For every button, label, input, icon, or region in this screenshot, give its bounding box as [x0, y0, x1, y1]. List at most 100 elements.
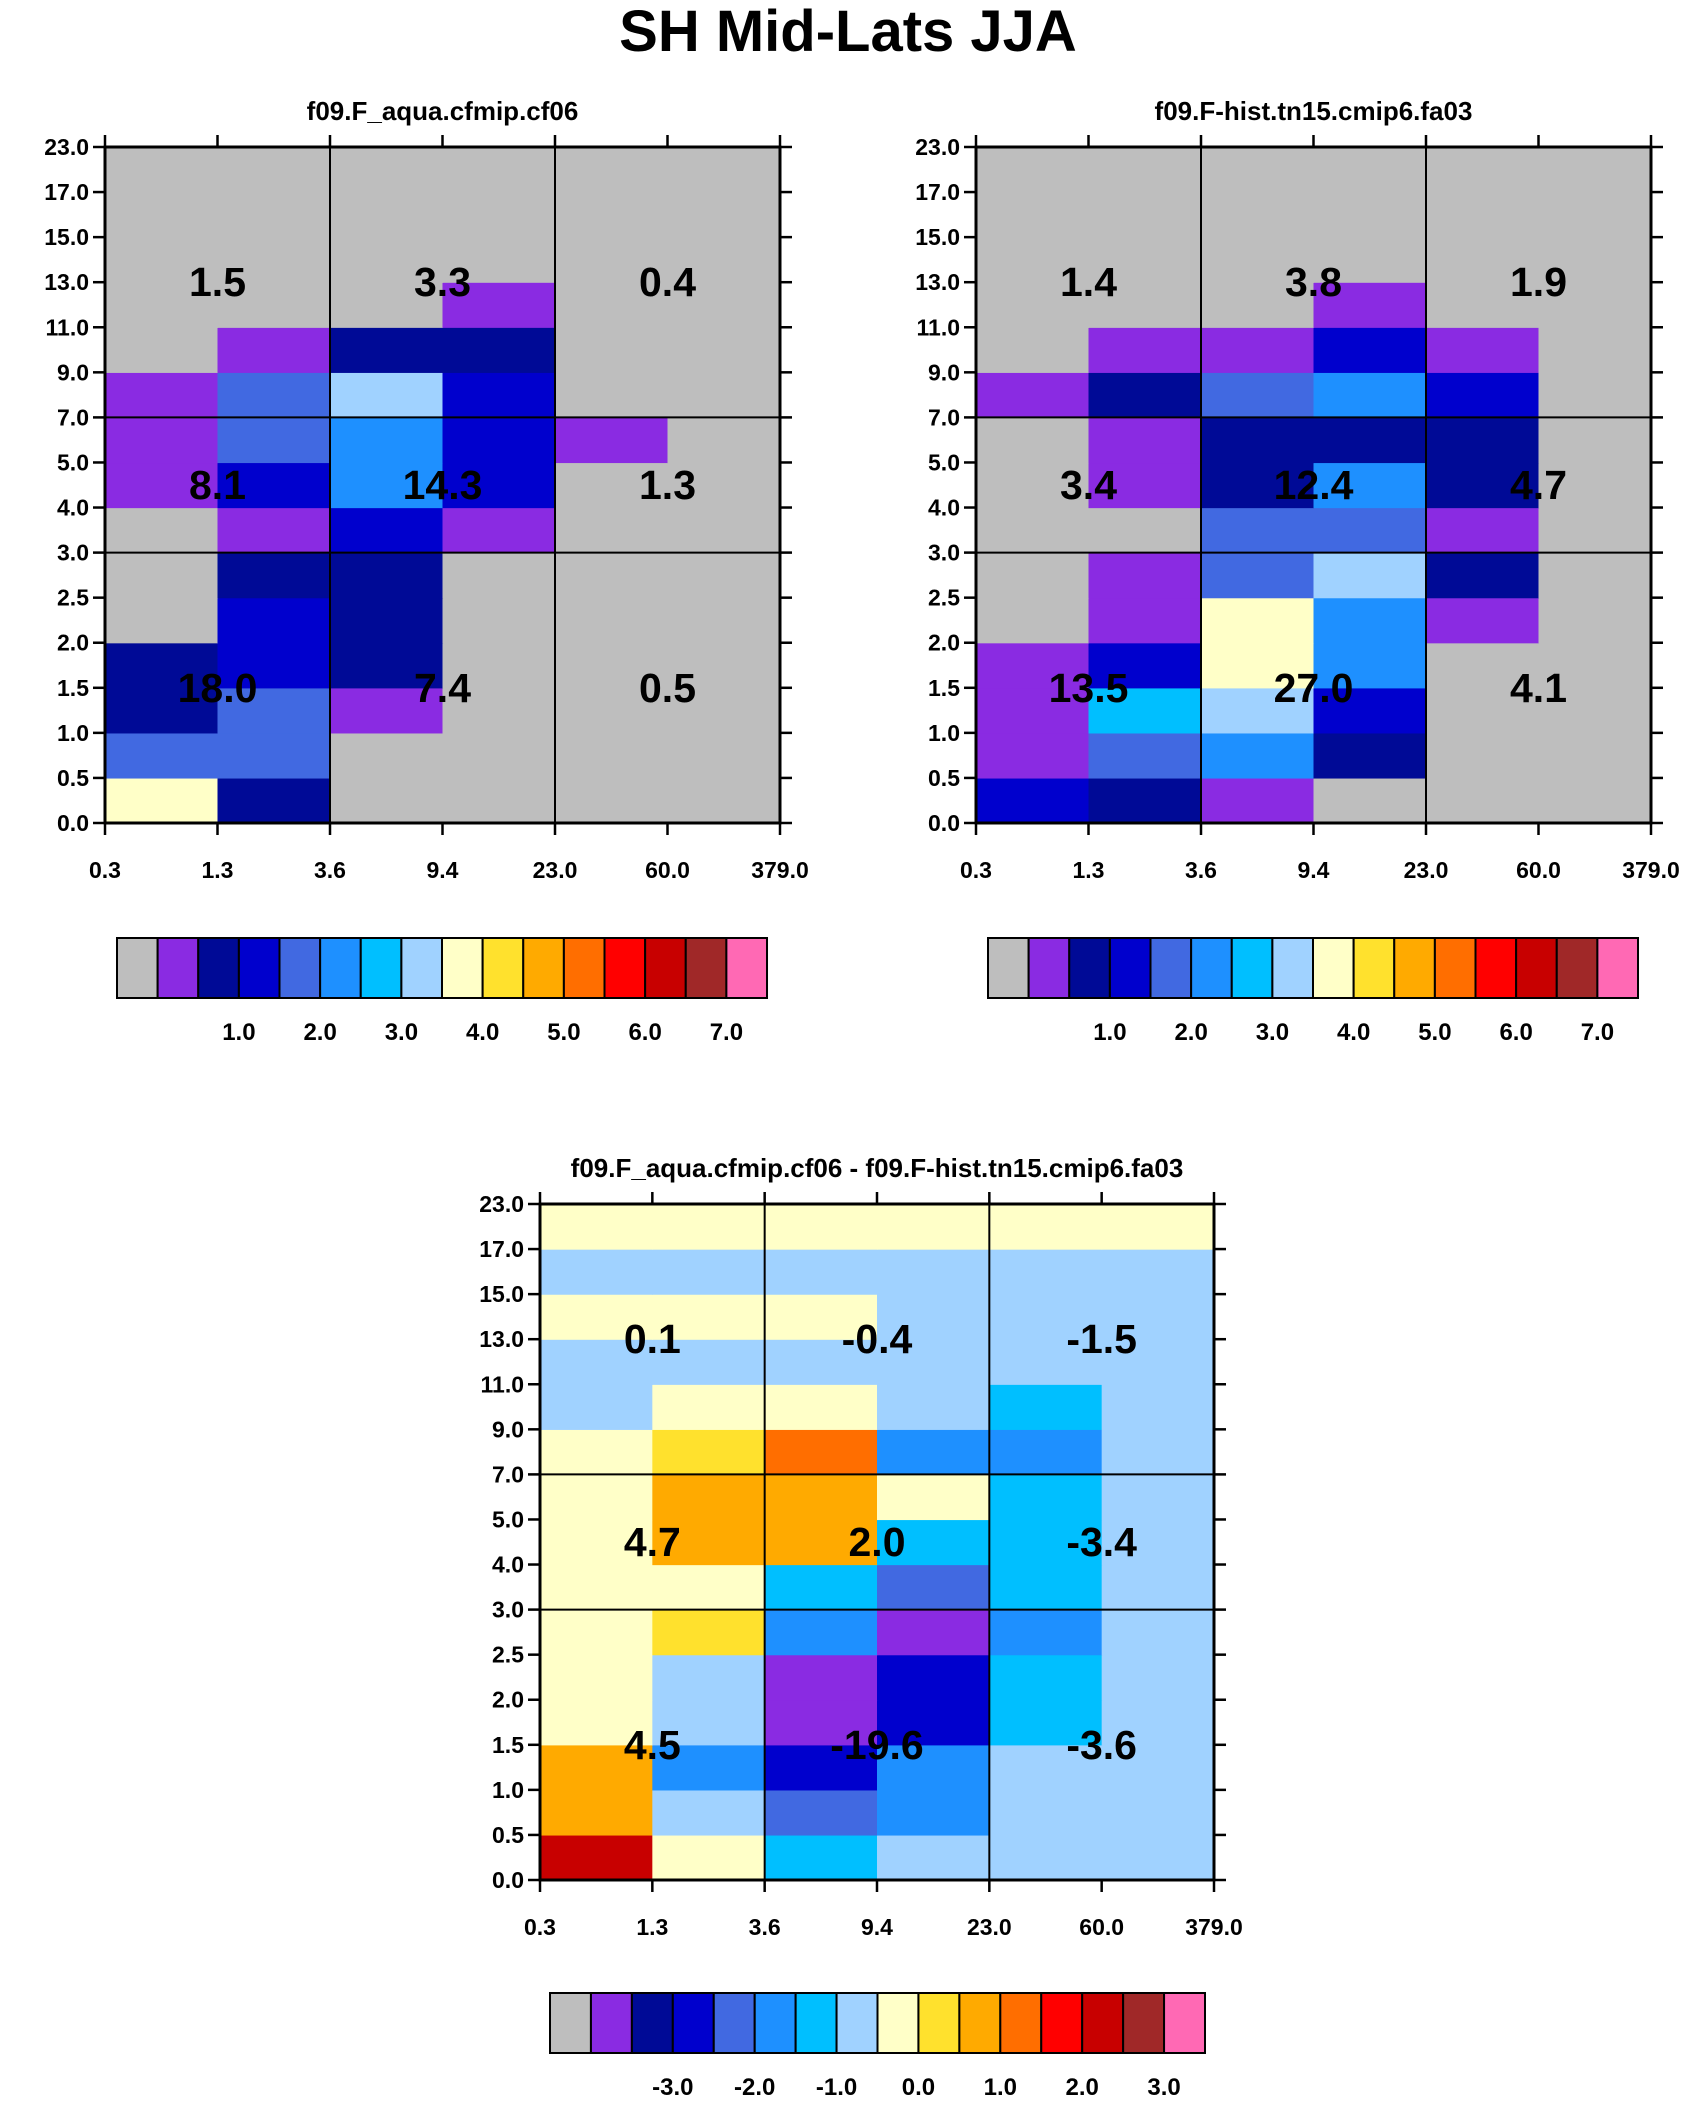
heatmap-cell — [989, 1564, 1103, 1611]
heatmap-cell — [1313, 777, 1427, 824]
panel-model-fa03: f09.F-hist.tn15.cmip6.fa03 13.5 27.0 4.1 3.4… — [915, 96, 1680, 1046]
heatmap-cell — [540, 1519, 653, 1566]
heatmap-cell — [217, 777, 331, 824]
group-value: 0.5 — [639, 665, 696, 711]
heatmap-cell — [989, 1744, 1103, 1791]
heatmap-cell — [105, 282, 219, 328]
colorbar-label: 1.0 — [1093, 1019, 1126, 1046]
heatmap-cell — [1426, 597, 1540, 644]
colorbar-label: 7.0 — [1581, 1019, 1614, 1046]
x-tick-label: 1.3 — [1073, 857, 1105, 883]
heatmap-cell — [667, 282, 781, 328]
heatmap-cell — [1088, 687, 1202, 734]
colorbar-box — [522, 937, 565, 999]
heatmap-cell — [652, 1699, 766, 1746]
y-tick-label: 4.0 — [57, 495, 89, 521]
heatmap-cell — [330, 192, 444, 238]
heatmap-cell — [1101, 1339, 1215, 1385]
heatmap-cell — [330, 552, 444, 599]
colorbar-box — [1027, 937, 1071, 999]
heatmap-cell — [330, 147, 444, 193]
y-tick-label: 13.0 — [44, 269, 89, 295]
group-value: 4.7 — [1510, 462, 1567, 508]
heatmap-cell — [764, 1294, 878, 1340]
heatmap-cell — [667, 642, 781, 689]
heatmap-cell — [976, 417, 1090, 464]
heatmap-cell — [1101, 1834, 1215, 1881]
colorbar-box — [1081, 1992, 1125, 2054]
heatmap-cell — [1538, 552, 1652, 599]
heatmap-cell — [540, 1294, 653, 1340]
y-tick-label: 11.0 — [481, 1371, 525, 1397]
colorbar-box — [1230, 937, 1274, 999]
group-value: 13.5 — [1049, 665, 1129, 711]
heatmap-cell — [1101, 1384, 1215, 1430]
heatmap-cell — [555, 417, 669, 464]
colorbar-box — [278, 937, 322, 999]
heatmap-cell — [442, 507, 556, 554]
y-tick-label: 3.0 — [57, 540, 89, 566]
panel-title: f09.F_aqua.cfmip.cf06 - f09.F-hist.tn15.… — [571, 1153, 1184, 1183]
group-value: -1.5 — [1066, 1316, 1137, 1362]
heatmap-cell — [330, 777, 444, 824]
heatmap-cell — [1201, 282, 1315, 328]
y-tick-label: 1.5 — [492, 1732, 524, 1758]
heatmap-cell — [555, 327, 669, 373]
heatmap-cell — [976, 147, 1090, 193]
heatmap-cell — [442, 462, 556, 509]
heatmap-cell — [1101, 1744, 1215, 1791]
colorbar-box — [603, 937, 647, 999]
heatmap-cell — [989, 1654, 1103, 1701]
heatmap-cell — [1088, 192, 1202, 238]
heatmap-cell — [1426, 147, 1540, 193]
heatmap-cell — [105, 417, 219, 464]
colorbar-box — [684, 937, 728, 999]
group-value: 0.1 — [624, 1316, 681, 1362]
heatmap-cell — [877, 1519, 990, 1566]
heatmap-cell — [764, 1699, 878, 1746]
heatmap-cell — [540, 1249, 653, 1295]
colorbar-box — [1190, 937, 1233, 999]
heatmap-cell — [105, 777, 219, 824]
heatmap-cell — [989, 1609, 1103, 1656]
colorbar-box — [712, 1992, 756, 2054]
colorbar-label: -2.0 — [734, 2074, 775, 2101]
x-tick-label: 23.0 — [533, 857, 578, 883]
heatmap-cell — [1313, 417, 1427, 464]
heatmap-cell — [989, 1834, 1103, 1881]
x-tick-label: 1.3 — [202, 857, 234, 883]
heatmap-cell — [217, 372, 331, 418]
heatmap-cell — [764, 1474, 878, 1521]
heatmap-cell — [1101, 1249, 1215, 1295]
colorbar-box — [441, 937, 484, 999]
y-tick-label: 2.5 — [928, 585, 960, 611]
heatmap-cell — [442, 687, 556, 734]
heatmap-cell — [1101, 1789, 1215, 1836]
panel-title: f09.F-hist.tn15.cmip6.fa03 — [1155, 96, 1473, 126]
heatmap-cell — [877, 1834, 990, 1881]
heatmap-cell — [217, 552, 331, 599]
x-tick-label: 60.0 — [1516, 857, 1561, 883]
colorbar-label: 5.0 — [547, 1019, 580, 1046]
heatmap-cell — [540, 1339, 653, 1385]
heatmap-cell — [1101, 1474, 1215, 1521]
y-tick-label: 0.5 — [492, 1822, 524, 1848]
y-tick-label: 0.0 — [57, 810, 89, 836]
heatmap-cell — [1201, 372, 1315, 418]
group-value: 18.0 — [178, 665, 258, 711]
heatmap-cell — [540, 1384, 653, 1430]
heatmap-cell — [105, 597, 219, 644]
heatmap-cell — [1313, 642, 1427, 689]
heatmap-cell — [1426, 417, 1540, 464]
heatmap-cell — [442, 552, 556, 599]
y-tick-label: 2.0 — [492, 1687, 524, 1713]
y-tick-label: 1.0 — [57, 720, 89, 746]
heatmap-cell — [976, 552, 1090, 599]
colorbar-box — [917, 1992, 961, 2054]
heatmap-cell — [764, 1609, 878, 1656]
heatmap-cell — [555, 507, 669, 554]
heatmap-cell — [667, 777, 781, 824]
heatmap-cell — [764, 1654, 878, 1701]
colorbar-box — [1122, 1992, 1166, 2054]
colorbar-label: 6.0 — [628, 1019, 661, 1046]
